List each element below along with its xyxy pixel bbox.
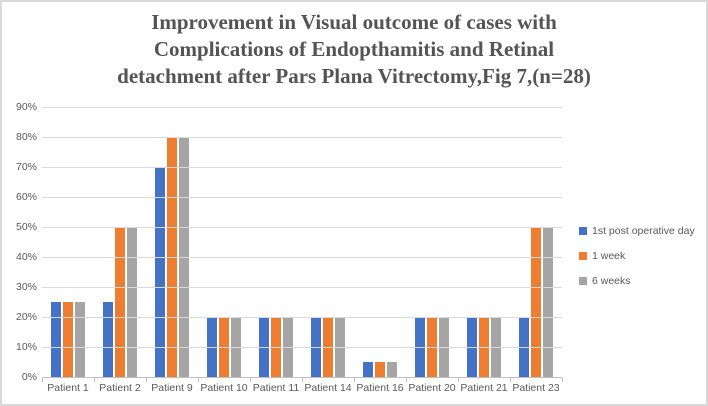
bar-patient-2-1st-post-operative-day <box>103 302 113 377</box>
x-tick <box>562 378 563 382</box>
y-tick-label: 50% <box>15 221 37 233</box>
gridline <box>42 197 562 198</box>
x-axis-line <box>42 377 562 378</box>
category-group-patient-10 <box>198 107 250 377</box>
x-tick <box>302 378 303 382</box>
x-category-label-patient-16: Patient 16 <box>356 382 404 394</box>
x-category-label-patient-23: Patient 23 <box>512 382 560 394</box>
x-category-label-patient-9: Patient 9 <box>151 382 193 394</box>
gridline <box>42 347 562 348</box>
y-tick-label: 0% <box>21 371 37 383</box>
plot-area <box>42 107 563 382</box>
y-axis: 0% 10% 20% 30% 40% 50% 60% 70% 80% 90% <box>2 101 37 383</box>
gridline <box>42 107 562 108</box>
x-category-label-patient-20: Patient 20 <box>408 382 456 394</box>
gridline <box>42 167 562 168</box>
x-tick <box>94 378 95 382</box>
x-tick <box>250 378 251 382</box>
bar-patient-23-1-week <box>531 227 541 377</box>
category-group-patient-2 <box>94 107 146 377</box>
bar-patient-23-6-weeks <box>543 227 553 377</box>
bar-patient-2-6-weeks <box>127 227 137 377</box>
legend-item-1st-post-operative-day: 1st post operative day <box>579 225 695 237</box>
x-category-label-patient-2: Patient 2 <box>99 382 141 394</box>
category-group-patient-1 <box>42 107 94 377</box>
bar-patient-1-1st-post-operative-day <box>51 302 61 377</box>
x-axis: Patient 1 Patient 2 Patient 9 Patient 10 Pat… <box>42 382 562 394</box>
legend-label: 1st post operative day <box>592 225 695 237</box>
category-group-patient-16 <box>354 107 406 377</box>
category-group-patient-11 <box>250 107 302 377</box>
y-tick-label: 70% <box>15 161 37 173</box>
y-tick-label: 30% <box>15 281 37 293</box>
legend-label: 6 weeks <box>592 275 631 287</box>
x-tick <box>510 378 511 382</box>
y-tick-label: 80% <box>15 131 37 143</box>
category-group-patient-9 <box>146 107 198 377</box>
x-tick <box>42 378 43 382</box>
x-tick <box>146 378 147 382</box>
bar-patient-2-1-week <box>115 227 125 377</box>
gridline <box>42 227 562 228</box>
category-group-patient-14 <box>302 107 354 377</box>
legend-swatch-icon <box>579 227 587 235</box>
legend-item-1-week: 1 week <box>579 250 695 262</box>
legend-swatch-icon <box>579 252 587 260</box>
bar-patient-16-1st-post-operative-day <box>363 362 373 377</box>
y-tick-label: 90% <box>15 101 37 113</box>
y-tick-label: 20% <box>15 311 37 323</box>
gridline <box>42 137 562 138</box>
chart-title-line-1: Improvement in Visual outcome of cases w… <box>151 10 557 34</box>
chart-title-line-2: Complications of Endopthamitis and Retin… <box>153 37 555 61</box>
y-tick-label: 10% <box>15 341 37 353</box>
bar-patient-1-1-week <box>63 302 73 377</box>
bars-row <box>42 107 562 377</box>
chart-title-line-3: detachment after Pars Plana Vitrectomy,F… <box>117 64 591 88</box>
gridline <box>42 257 562 258</box>
y-tick-label: 60% <box>15 191 37 203</box>
chart-title: Improvement in Visual outcome of cases w… <box>2 9 706 90</box>
bar-patient-9-1st-post-operative-day <box>155 167 165 377</box>
x-tick <box>354 378 355 382</box>
gridline <box>42 317 562 318</box>
bar-patient-16-1-week <box>375 362 385 377</box>
category-group-patient-23 <box>510 107 562 377</box>
x-category-label-patient-1: Patient 1 <box>47 382 89 394</box>
x-tick <box>458 378 459 382</box>
bar-patient-1-6-weeks <box>75 302 85 377</box>
x-tick <box>198 378 199 382</box>
x-category-label-patient-11: Patient 11 <box>252 382 300 394</box>
category-group-patient-21 <box>458 107 510 377</box>
x-category-label-patient-21: Patient 21 <box>460 382 508 394</box>
legend-label: 1 week <box>592 250 626 262</box>
y-tick-label: 40% <box>15 251 37 263</box>
category-group-patient-20 <box>406 107 458 377</box>
legend-swatch-icon <box>579 277 587 285</box>
gridline <box>42 287 562 288</box>
bar-patient-16-6-weeks <box>387 362 397 377</box>
x-category-label-patient-14: Patient 14 <box>304 382 352 394</box>
x-tick <box>406 378 407 382</box>
x-category-label-patient-10: Patient 10 <box>200 382 248 394</box>
legend: 1st post operative day 1 week 6 weeks <box>579 225 695 301</box>
legend-item-6-weeks: 6 weeks <box>579 275 695 287</box>
